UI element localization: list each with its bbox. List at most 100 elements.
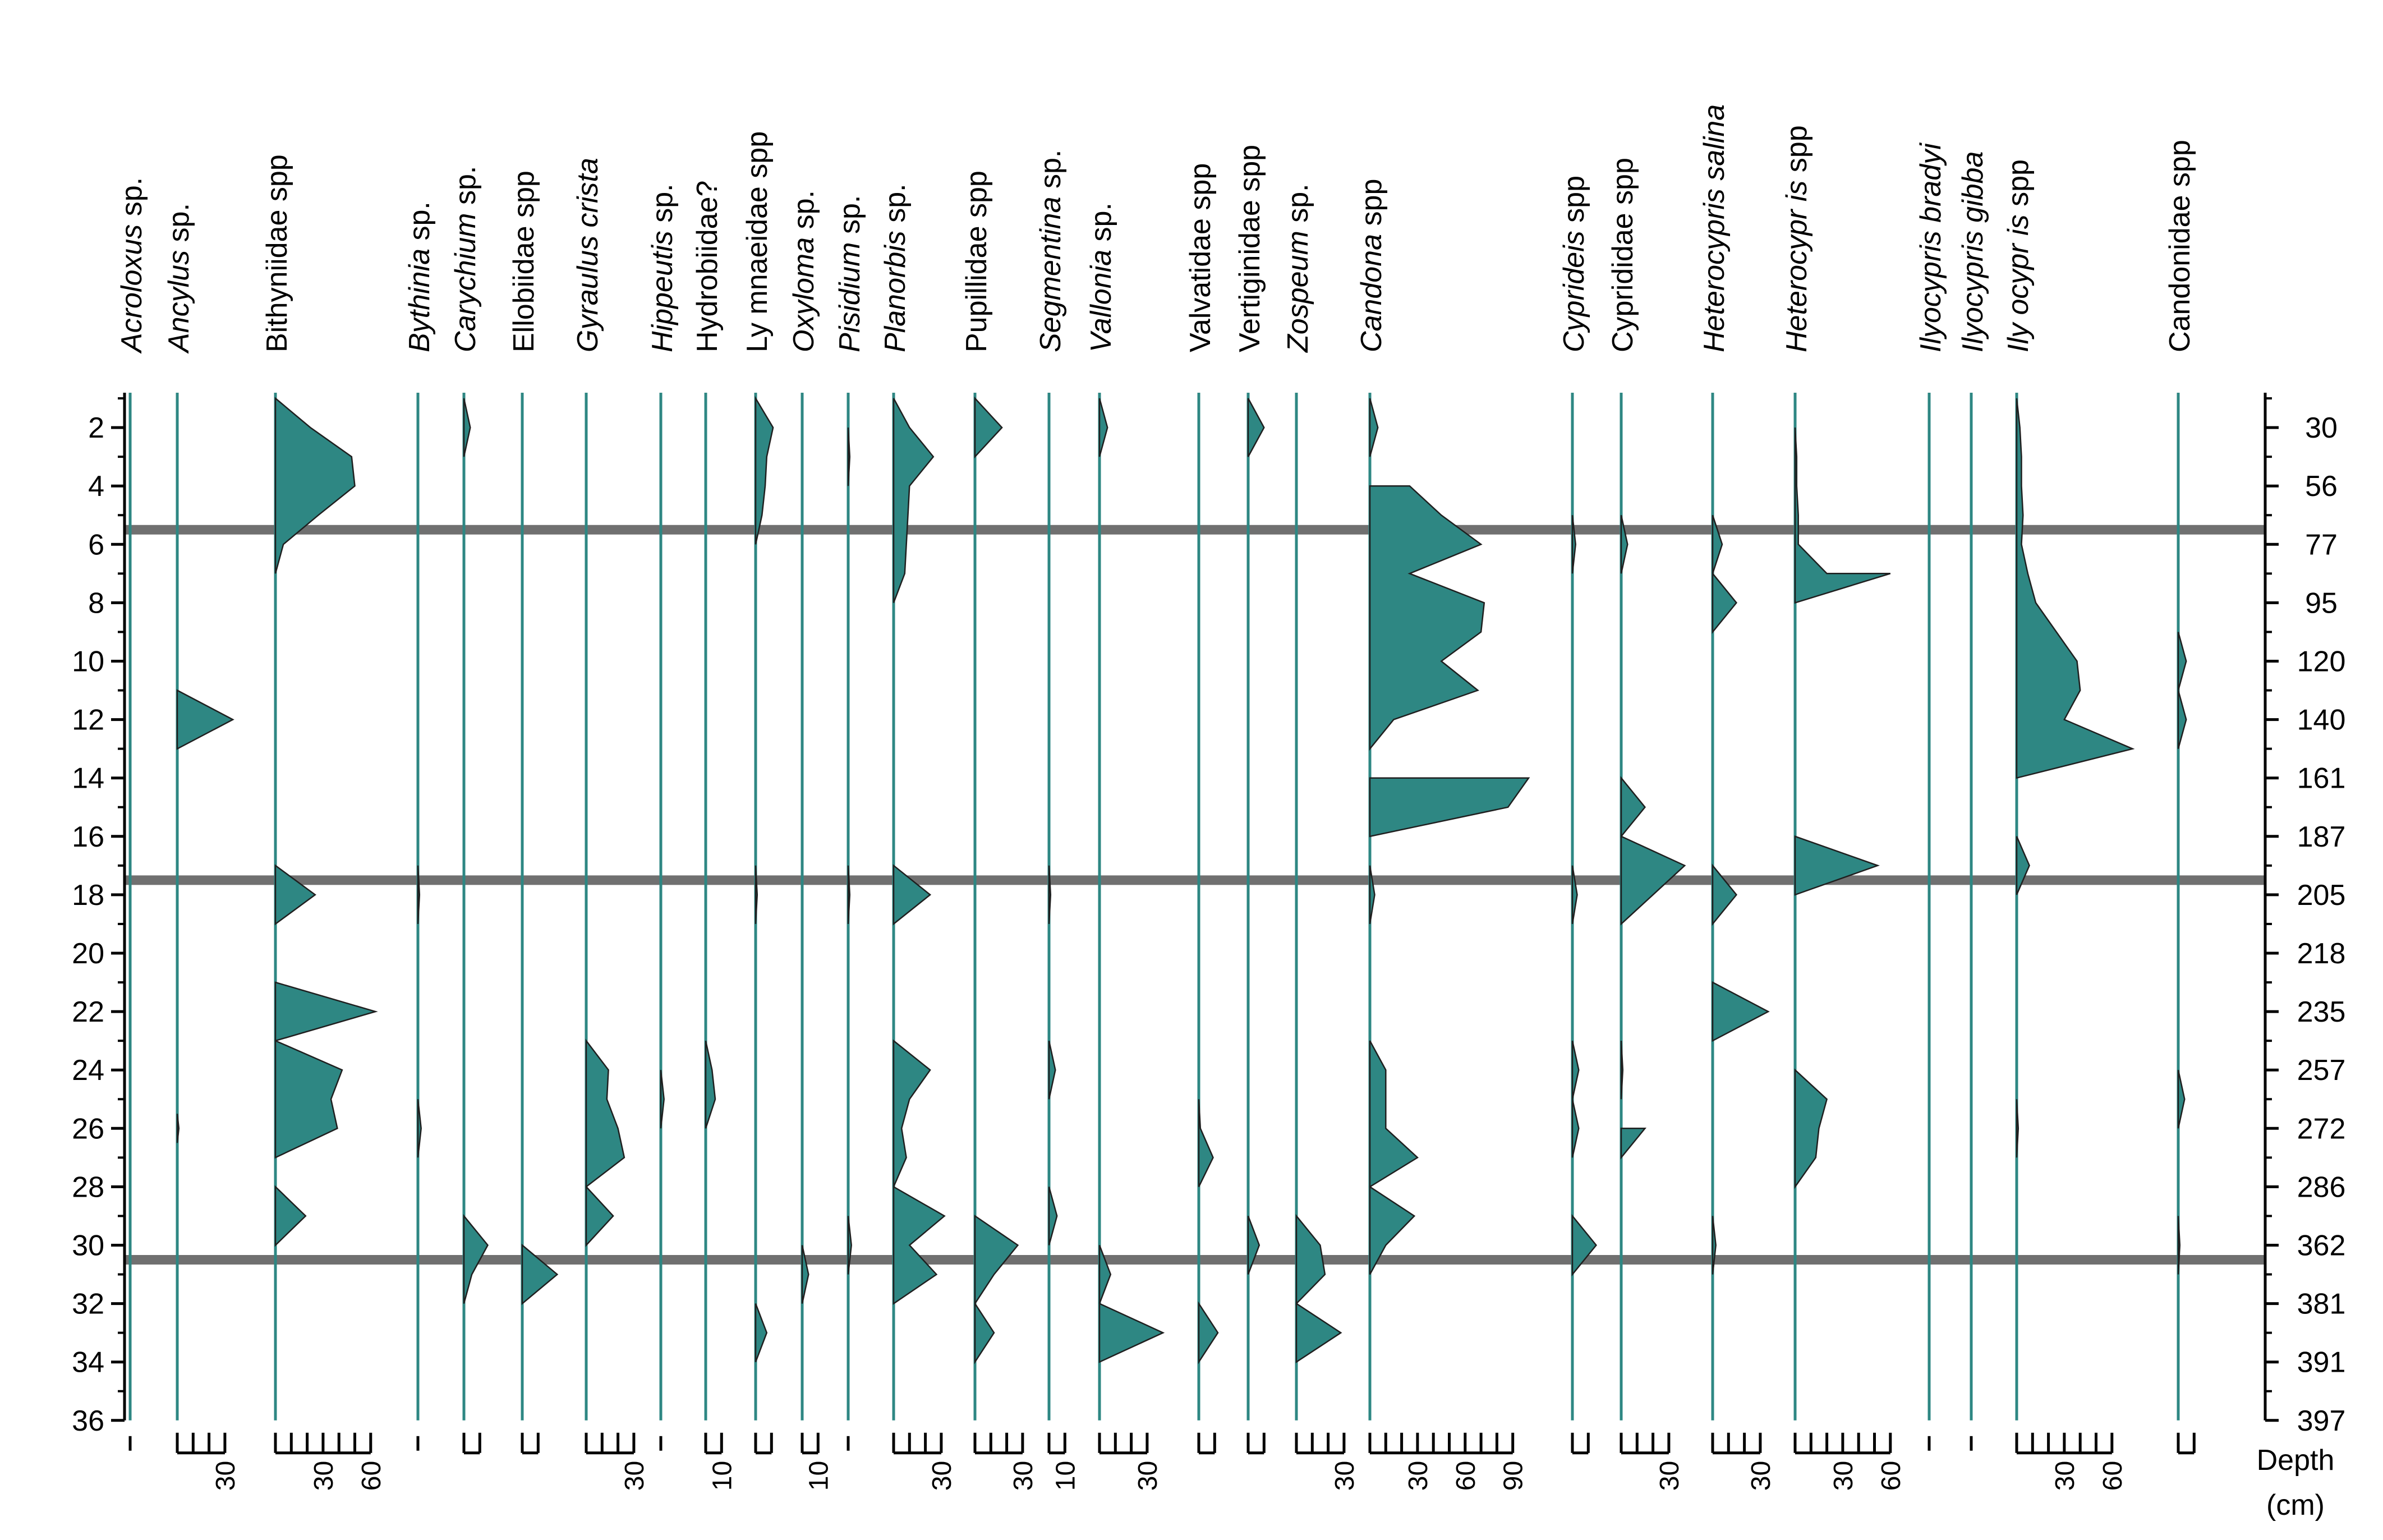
series-area bbox=[1620, 776, 1646, 839]
taxon-label-part: is bbox=[1781, 181, 1813, 202]
series-area bbox=[274, 864, 316, 926]
taxon-label-part: sp. bbox=[116, 177, 148, 224]
taxon-label-part: Hydrobiidae? bbox=[691, 181, 724, 352]
series-area bbox=[893, 398, 935, 603]
taxon-label-candonidae-spp: Candonidae spp bbox=[2164, 140, 2196, 352]
series-area bbox=[1794, 427, 1891, 604]
scale-tick-label: 30 bbox=[211, 1461, 241, 1491]
series-area bbox=[755, 396, 774, 545]
series-area bbox=[1620, 1128, 1647, 1160]
left-axis-tick-label: 32 bbox=[72, 1288, 104, 1321]
taxon-label-pupillidae-spp: Pupillidae spp bbox=[960, 171, 993, 352]
taxon-label-part: Bithyniidae spp bbox=[261, 154, 293, 352]
left-axis-tick-label: 34 bbox=[72, 1346, 104, 1379]
series-area bbox=[974, 396, 1003, 459]
series-area bbox=[1712, 981, 1770, 1042]
series-area bbox=[585, 1185, 614, 1247]
scale-tick-label: 60 bbox=[357, 1461, 387, 1491]
series-area bbox=[1369, 865, 1375, 925]
series-pisidium-sp bbox=[847, 393, 852, 1421]
series-area bbox=[1247, 1215, 1260, 1275]
left-axis-tick-label: 28 bbox=[72, 1171, 104, 1203]
taxon-label-part: spp bbox=[1781, 125, 1813, 180]
left-axis-tick-label: 36 bbox=[72, 1405, 104, 1437]
taxon-label-part: sp. bbox=[1034, 150, 1067, 197]
taxon-label-part: Hippeutis bbox=[646, 231, 679, 352]
scale-ancylus-sp: 30 bbox=[176, 1432, 241, 1491]
series-area bbox=[755, 1303, 768, 1363]
series-area bbox=[660, 1070, 665, 1129]
series-area bbox=[1247, 398, 1265, 457]
right-axis-tick-label: 272 bbox=[2297, 1113, 2346, 1145]
scale-tick-label: 30 bbox=[1133, 1461, 1163, 1491]
series-cyprideis-spp bbox=[1571, 393, 1598, 1421]
scale-oxyloma-sp: 10 bbox=[801, 1432, 834, 1491]
taxon-label-part: Bythinia bbox=[403, 249, 436, 352]
series-area bbox=[1048, 1040, 1056, 1100]
series-area bbox=[1295, 1213, 1326, 1305]
series-area bbox=[585, 1038, 625, 1188]
taxon-label-part: sp. bbox=[834, 195, 866, 242]
taxon-label-vallonia-sp: Vallonia sp. bbox=[1085, 203, 1117, 352]
scale-vertiginidae-spp bbox=[1246, 1432, 1266, 1455]
scale-tick-label: 60 bbox=[1451, 1461, 1481, 1491]
left-axis-tick-label: 8 bbox=[88, 587, 104, 619]
taxon-label-part: Planorbis bbox=[879, 231, 912, 352]
series-area bbox=[1620, 835, 1686, 926]
taxon-label-carychium-sp: Carychium sp. bbox=[449, 166, 482, 352]
taxon-label-part: sp. bbox=[879, 183, 912, 231]
series-area bbox=[2016, 1099, 2019, 1158]
right-axis-tick-label: 56 bbox=[2305, 470, 2338, 503]
scale-tick-label: 30 bbox=[1829, 1461, 1858, 1491]
taxon-label-vertiginidae-spp: Vertiginidae spp bbox=[1234, 145, 1266, 352]
series-oxyloma-sp bbox=[801, 393, 809, 1421]
series-area bbox=[176, 689, 234, 750]
series-zospeum-sp bbox=[1295, 393, 1342, 1421]
series-cyprididae-spp bbox=[1620, 393, 1686, 1421]
scale-tick-label: 30 bbox=[927, 1461, 957, 1491]
scale-planorbis-sp: 30 bbox=[892, 1432, 957, 1491]
series-area bbox=[1098, 398, 1108, 457]
taxon-label-heterocypris-salina: Heterocypris salina bbox=[1698, 104, 1731, 352]
series-area bbox=[463, 398, 471, 457]
taxon-label-part bbox=[1781, 201, 1813, 209]
taxon-label-part: Heterocypr bbox=[1781, 208, 1813, 352]
taxon-label-part: Gyraulus crista bbox=[572, 158, 604, 352]
taxon-label-part: Vallonia bbox=[1085, 250, 1117, 352]
scale-candona-spp: 30 60 90 bbox=[1368, 1432, 1529, 1491]
right-axis-tick-label: 161 bbox=[2297, 762, 2346, 795]
series-lymnaeidae-spp bbox=[754, 393, 774, 1421]
taxon-label-part: sp. bbox=[1085, 203, 1117, 250]
series-area bbox=[1571, 865, 1578, 925]
scale-ellobiidae-spp bbox=[521, 1432, 540, 1455]
left-axis-tick-label: 26 bbox=[72, 1113, 104, 1145]
series-ellobiidae-spp bbox=[521, 393, 559, 1421]
series-area bbox=[893, 1039, 931, 1187]
series-segmentina-sp bbox=[1047, 393, 1058, 1421]
taxon-label-gyraulus-crista: Gyraulus crista bbox=[572, 158, 604, 352]
series-gyraulus-crista bbox=[585, 393, 625, 1421]
left-axis-tick-label: 14 bbox=[72, 762, 104, 795]
scale-tick-label: 30 bbox=[1330, 1461, 1360, 1491]
taxon-label-segmentina-sp: Segmentina sp. bbox=[1034, 150, 1067, 352]
left-axis-tick-label: 22 bbox=[72, 996, 104, 1028]
taxon-label-ellobiidae-spp: Ellobiidae spp bbox=[508, 171, 540, 352]
taxon-label-part: spp bbox=[1355, 179, 1388, 234]
taxon-label-heterocypris-spp: Heterocypr is spp bbox=[1781, 125, 1813, 352]
taxon-label-part: Cyprideis bbox=[1558, 231, 1590, 352]
series-area bbox=[1098, 1302, 1165, 1363]
scale-tick-label: 10 bbox=[707, 1461, 737, 1491]
series-area bbox=[1712, 571, 1738, 635]
series-area bbox=[893, 864, 932, 926]
right-axis-tick-label: 140 bbox=[2297, 704, 2346, 737]
scale-ilyocypris-spp: 30 60 bbox=[2015, 1432, 2128, 1491]
series-area bbox=[2177, 1069, 2186, 1129]
taxon-label-cyprideis-spp: Cyprideis spp bbox=[1558, 176, 1590, 352]
series-area bbox=[847, 427, 851, 486]
series-candonidae-spp bbox=[2177, 393, 2187, 1421]
scale-lymnaeidae-spp bbox=[754, 1432, 773, 1455]
scale-bithyniidae-spp: 30 60 bbox=[274, 1432, 387, 1491]
series-area bbox=[1620, 515, 1628, 574]
